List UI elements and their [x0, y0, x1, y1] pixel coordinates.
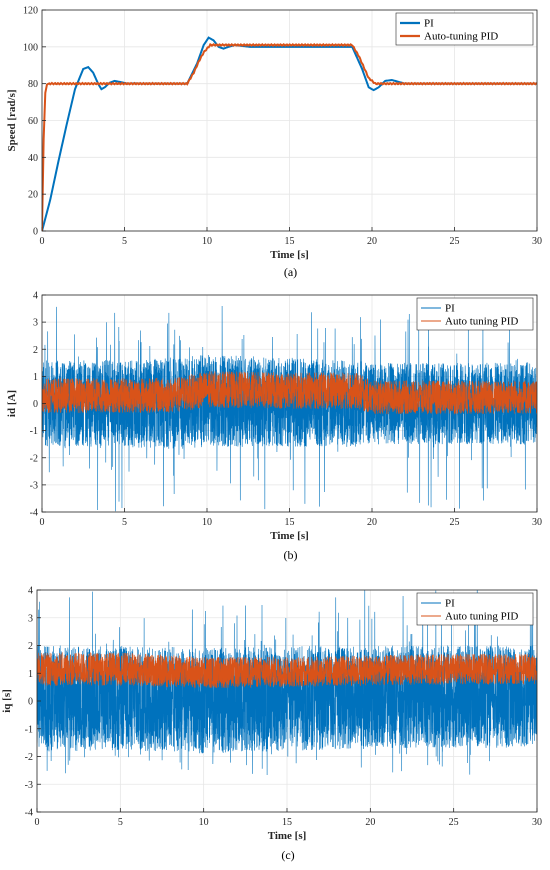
figure-caption: (a)	[284, 265, 297, 279]
legend-box	[416, 592, 534, 626]
y-tick-label: 1	[33, 372, 38, 383]
x-tick-label: 20	[367, 517, 377, 528]
y-tick-label: 100	[23, 42, 38, 53]
y-axis-label: Speed [rad/s]	[6, 89, 18, 151]
y-tick-label: -1	[25, 724, 33, 735]
y-tick-label: -2	[25, 752, 33, 763]
y-tick-label: 2	[28, 641, 33, 652]
legend-entry: PI	[445, 303, 455, 315]
figure-caption: (b)	[284, 548, 298, 562]
x-tick-label: 30	[532, 817, 542, 828]
y-tick-label: 0	[28, 697, 33, 708]
y-tick-label: 0	[33, 227, 38, 238]
x-tick-label: 25	[450, 236, 460, 247]
y-tick-label: 80	[28, 79, 38, 90]
plot-area	[42, 36, 537, 231]
x-tick-label: 10	[202, 517, 212, 528]
y-tick-label: 0	[33, 399, 38, 410]
x-tick-label: 0	[40, 236, 45, 247]
legend-entry: Auto tuning PID	[445, 316, 518, 328]
figure-caption: (c)	[281, 848, 294, 862]
series-auto-tuning-pid-line	[42, 42, 537, 231]
y-tick-label: 3	[28, 613, 33, 624]
x-tick-label: 20	[367, 236, 377, 247]
series-auto-tuning-pid-signal	[37, 652, 537, 689]
legend-entry: Auto-tuning PID	[424, 31, 498, 43]
legend-entry: Auto tuning PID	[445, 611, 518, 623]
x-tick-label: 5	[122, 236, 127, 247]
series-auto-tuning-pid-signal	[42, 371, 537, 415]
chart-panel-2: 0 5 10 15 20 25 30 -4 -3 -2 -1 0 1 2 3 4 Time [s] id [A] (…	[6, 291, 542, 563]
x-axis-label: Time [s]	[268, 830, 307, 842]
y-tick-label: 4	[33, 291, 38, 302]
plot-area	[37, 590, 537, 776]
legend-entry: PI	[445, 598, 455, 610]
y-tick-label: -4	[25, 808, 33, 819]
x-tick-label: 10	[199, 817, 209, 828]
y-tick-label: 4	[28, 586, 33, 597]
x-axis-label: Time [s]	[270, 530, 309, 542]
x-tick-label: 25	[449, 817, 459, 828]
x-tick-label: 15	[285, 236, 295, 247]
y-tick-label: -2	[30, 453, 38, 464]
x-tick-label: 10	[202, 236, 212, 247]
x-tick-label: 0	[35, 817, 40, 828]
y-axis-label: id [A]	[6, 390, 18, 417]
y-tick-label: 20	[28, 190, 38, 201]
legend-box	[395, 12, 534, 46]
x-tick-label: 20	[365, 817, 375, 828]
y-tick-label: 60	[28, 116, 38, 127]
x-tick-label: 15	[285, 517, 295, 528]
y-tick-label: -3	[25, 780, 33, 791]
series-pi-signal	[42, 306, 537, 512]
x-tick-label: 25	[450, 517, 460, 528]
x-tick-label: 15	[282, 817, 292, 828]
y-tick-label: -1	[30, 426, 38, 437]
plot-area	[42, 306, 537, 512]
x-tick-label: 5	[122, 517, 127, 528]
legend-box	[416, 297, 534, 331]
x-axis-label: Time [s]	[270, 249, 309, 261]
y-tick-label: 40	[28, 153, 38, 164]
y-tick-label: 120	[23, 6, 38, 17]
x-tick-label: 0	[40, 517, 45, 528]
y-tick-label: 3	[33, 318, 38, 329]
x-tick-label: 30	[532, 517, 542, 528]
y-tick-label: -4	[30, 508, 38, 519]
y-tick-label: -3	[30, 480, 38, 491]
x-tick-label: 30	[532, 236, 542, 247]
legend-entry: PI	[424, 18, 434, 30]
y-axis-label: iq [s]	[1, 689, 13, 713]
x-tick-label: 5	[118, 817, 123, 828]
y-tick-label: 2	[33, 345, 38, 356]
chart-panel-3: 0 5 10 15 20 25 30 -4 -3 -2 -1 0 1 2 3 4 Time [s] iq [s] (…	[1, 586, 542, 863]
y-tick-label: 1	[28, 669, 33, 680]
chart-panel-1: 0 5 10 15 20 25 30 0 20 40 60 80 100 120 Time [s] Speed…	[6, 6, 542, 280]
